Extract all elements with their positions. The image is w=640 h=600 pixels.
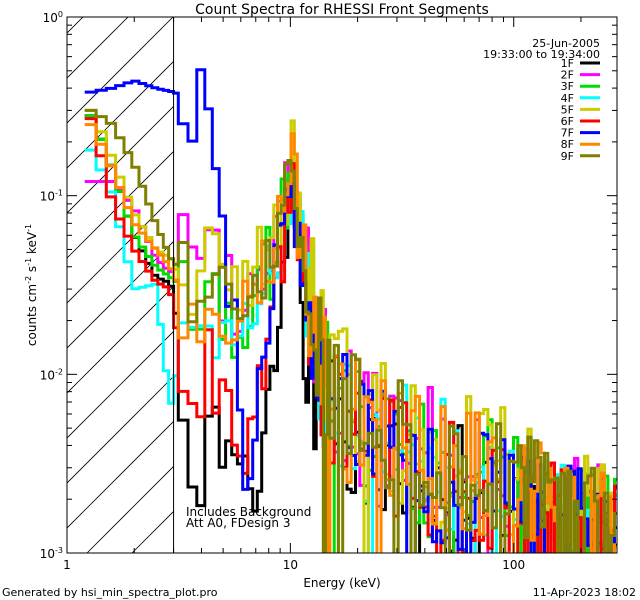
plot-frame (66, 16, 618, 554)
series-9F (84, 108, 617, 553)
axis-ticks: 1 10 100 10-3 10-2 10-1 100 (40, 10, 617, 572)
x-axis-label: Energy (keV) (303, 576, 380, 590)
legend-label-6F: 6F (561, 115, 574, 128)
legend-label-7F: 7F (561, 127, 574, 140)
hatch-line (67, 375, 174, 484)
legend-label-8F: 8F (561, 138, 574, 151)
y-axis-label: counts cm-2 s-1 keV-1 (24, 224, 39, 346)
hatch-line (0, 0, 102, 553)
legend-label-1F: 1F (561, 57, 574, 70)
y-tick-label: 10-2 (40, 367, 63, 382)
hatch-line (0, 0, 12, 553)
time-range-label: 19:33:00 to 19:34:00 (483, 48, 600, 61)
x-tick-label: 1 (63, 558, 71, 572)
y-tick-label: 10-3 (40, 546, 63, 561)
x-tick-label: 10 (283, 558, 298, 572)
hatch-line (67, 150, 174, 259)
legend-label-3F: 3F (561, 80, 574, 93)
hatch-line (67, 420, 174, 529)
hatch-line (67, 17, 174, 124)
series-layer (84, 68, 617, 553)
series-8F (84, 123, 616, 553)
legend-label-9F: 9F (561, 150, 574, 163)
y-tick-label: 100 (43, 10, 63, 25)
date-label: 25-Jun-2005 (532, 37, 600, 50)
hatch-line (627, 0, 640, 553)
footer-generator: Generated by hsi_min_spectra_plot.pro (2, 586, 218, 599)
y-tick-label: 10-1 (40, 189, 63, 204)
hatch-line (67, 195, 174, 304)
hatch-line (67, 17, 129, 79)
annotation-attenuator: Att A0, FDesign 3 (186, 516, 290, 530)
legend-label-5F: 5F (561, 103, 574, 116)
legend-label-4F: 4F (561, 92, 574, 105)
x-tick-label: 100 (502, 558, 525, 572)
chart-title: Count Spectra for RHESSI Front Segments (195, 2, 489, 18)
legend-label-2F: 2F (561, 69, 574, 82)
annotation-background: Includes Background (186, 505, 311, 519)
footer-timestamp: 11-Apr-2023 18:02 (533, 586, 636, 599)
